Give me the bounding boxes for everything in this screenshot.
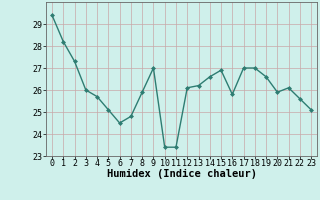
X-axis label: Humidex (Indice chaleur): Humidex (Indice chaleur) xyxy=(107,169,257,179)
